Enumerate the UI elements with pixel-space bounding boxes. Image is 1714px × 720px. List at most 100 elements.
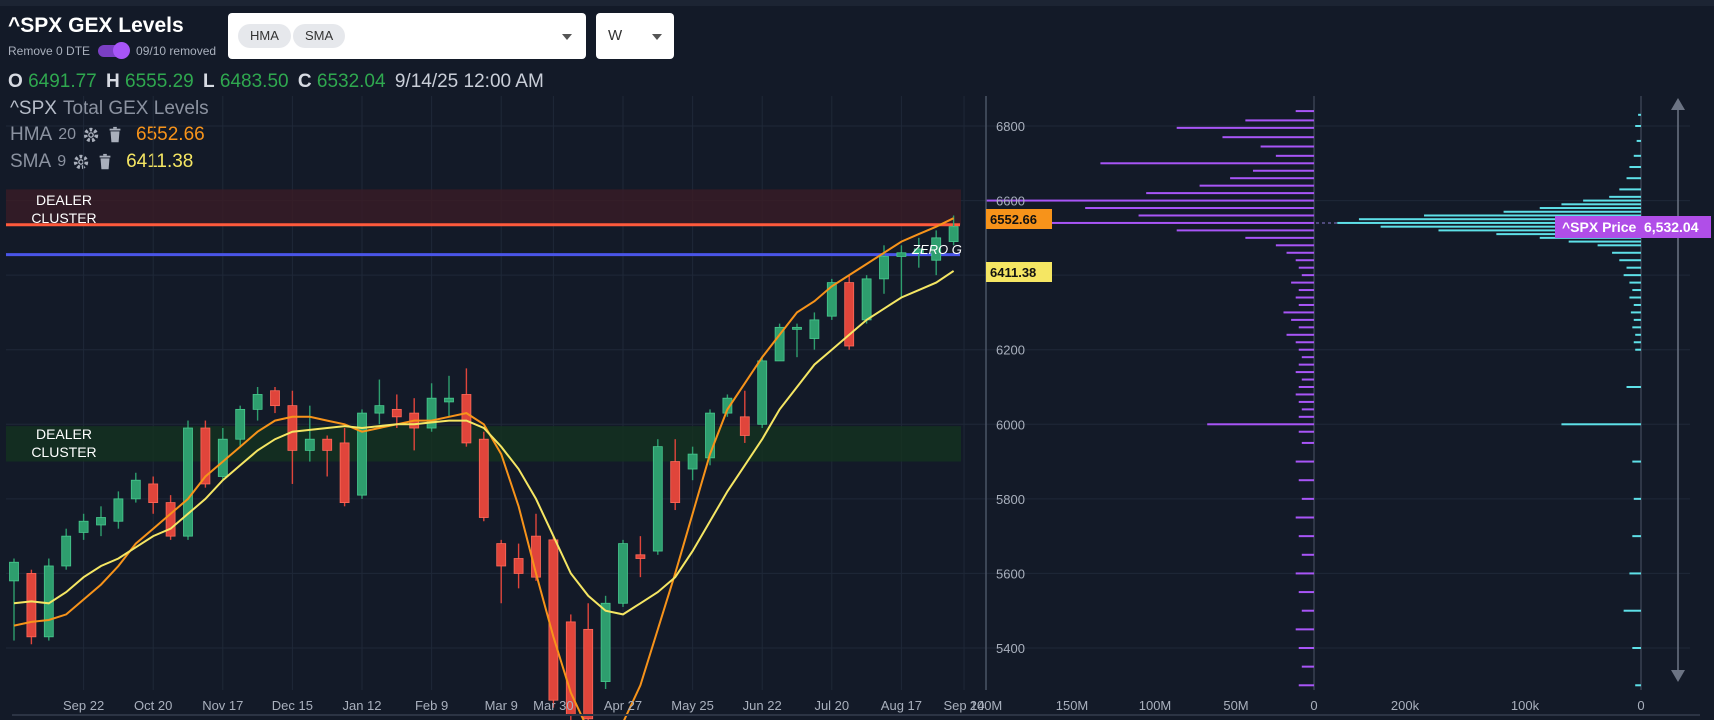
candle-body bbox=[652, 446, 663, 552]
sma-legend: SMA 9 6411.38 bbox=[10, 151, 193, 173]
series-legend: ^SPX Total GEX Levels bbox=[10, 98, 209, 120]
candle-body bbox=[287, 405, 298, 451]
gex-bar bbox=[1295, 393, 1314, 396]
price-hist-bar bbox=[1623, 274, 1641, 277]
gex-bar bbox=[1207, 423, 1314, 426]
chart-axes: 54005600580060006200640066006800Sep 22Oc… bbox=[12, 96, 1700, 716]
candle-body bbox=[200, 427, 211, 485]
candle-body bbox=[270, 390, 280, 407]
removed-text: 09/10 removed bbox=[136, 44, 217, 58]
candle-body bbox=[826, 282, 837, 317]
gex-bar bbox=[1298, 289, 1314, 292]
gex-bar bbox=[1291, 318, 1314, 321]
price-histogram bbox=[1337, 96, 1642, 690]
candle-body bbox=[687, 453, 698, 470]
sma-period: 9 bbox=[57, 153, 67, 170]
price-hist-bar bbox=[1633, 318, 1641, 321]
candle-body bbox=[913, 248, 924, 254]
time-axis-tick: Jan 12 bbox=[342, 698, 381, 713]
gex-bar bbox=[1138, 214, 1314, 217]
gex-bar bbox=[1295, 110, 1314, 113]
price-hist-bar bbox=[1626, 266, 1641, 269]
gear-icon[interactable] bbox=[82, 126, 100, 144]
chip-hma[interactable]: HMA bbox=[238, 24, 291, 48]
gex-bar bbox=[1298, 479, 1314, 482]
switch-knob[interactable] bbox=[113, 42, 131, 59]
gex-bar bbox=[1298, 400, 1314, 403]
indicator-select[interactable]: HMA SMA bbox=[228, 13, 586, 59]
price-hist-bar bbox=[1629, 296, 1641, 299]
candle-body bbox=[705, 412, 715, 459]
trash-icon[interactable] bbox=[106, 126, 124, 144]
gex-bar bbox=[1295, 371, 1314, 374]
price-hist-bar bbox=[1623, 609, 1641, 612]
candle-body bbox=[792, 326, 802, 330]
gex-bar bbox=[1298, 684, 1314, 687]
open-value: 6491.77 bbox=[28, 71, 97, 92]
candle-body bbox=[357, 412, 367, 496]
candle-body bbox=[252, 394, 263, 410]
hma-price-tag-bg bbox=[986, 209, 1052, 229]
dealer-cluster-bottom-line2: CLUSTER bbox=[31, 444, 96, 460]
gex-bar bbox=[1298, 386, 1314, 388]
close-value: 6532.04 bbox=[316, 71, 386, 92]
candle-body bbox=[548, 539, 559, 701]
scroll-down-arrow bbox=[1671, 670, 1685, 682]
price-hist-bar bbox=[1633, 303, 1641, 306]
sma-line bbox=[13, 270, 955, 616]
candle-body bbox=[9, 561, 19, 582]
candle-body bbox=[78, 520, 89, 533]
price-hist-bar bbox=[1609, 195, 1641, 198]
price-hist-bar bbox=[1380, 225, 1641, 228]
gex-bar bbox=[1298, 430, 1314, 433]
gex-bar bbox=[1298, 348, 1314, 351]
candle-body bbox=[113, 498, 124, 522]
gex-bar bbox=[1298, 647, 1314, 649]
interval-select[interactable]: W bbox=[596, 13, 674, 59]
open-label: O bbox=[8, 71, 23, 92]
price-hist-bar bbox=[1635, 684, 1641, 687]
candle-body bbox=[26, 573, 37, 638]
zero-g-label: ZERO G bbox=[911, 242, 962, 257]
chevron-down-icon[interactable] bbox=[652, 34, 662, 40]
candle-body bbox=[600, 602, 611, 682]
moving-averages bbox=[13, 217, 955, 720]
gex-bar bbox=[1301, 609, 1314, 612]
candle-body bbox=[635, 554, 646, 559]
price-hist-bar bbox=[1629, 572, 1641, 575]
price-hist-bar bbox=[1630, 311, 1641, 314]
time-axis-tick: Aug 17 bbox=[881, 698, 922, 713]
candle-body bbox=[583, 628, 594, 720]
price-axis-tick: 5600 bbox=[996, 566, 1025, 581]
candle-body bbox=[722, 397, 733, 414]
chip-sma[interactable]: SMA bbox=[293, 24, 346, 48]
chevron-down-icon[interactable] bbox=[562, 34, 572, 40]
price-hist-bar bbox=[1583, 199, 1641, 202]
price-hist-bar bbox=[1568, 240, 1641, 243]
gex-bar bbox=[1230, 177, 1314, 180]
gex-axis-tick: 150M bbox=[1056, 698, 1089, 713]
trash-icon[interactable] bbox=[96, 153, 114, 171]
gex-axis-tick: 50M bbox=[1223, 698, 1248, 713]
gex-bar bbox=[1301, 408, 1314, 411]
gex-bar bbox=[1295, 516, 1314, 519]
remove-0dte-switch[interactable] bbox=[98, 42, 131, 59]
price-hist-bar bbox=[1424, 214, 1641, 217]
gear-icon[interactable] bbox=[72, 153, 90, 171]
gex-bar bbox=[1295, 460, 1314, 463]
time-axis-tick: Feb 9 bbox=[415, 698, 448, 713]
gex-bar bbox=[1298, 535, 1314, 538]
candle-body bbox=[757, 360, 768, 425]
chart-grid bbox=[6, 96, 1690, 690]
gex-bar bbox=[1291, 281, 1314, 284]
gex-axis-tick: 200M bbox=[970, 698, 1003, 713]
gex-bar bbox=[1298, 303, 1314, 306]
time-axis-tick: Jul 20 bbox=[814, 698, 849, 713]
price-hist-bar bbox=[1626, 386, 1641, 388]
price-hist-bar bbox=[1633, 497, 1641, 500]
time-axis-tick: May 25 bbox=[671, 698, 714, 713]
price-hist-bar bbox=[1503, 210, 1641, 213]
gex-bar bbox=[1047, 221, 1314, 224]
price-hist-bar bbox=[1632, 326, 1641, 329]
